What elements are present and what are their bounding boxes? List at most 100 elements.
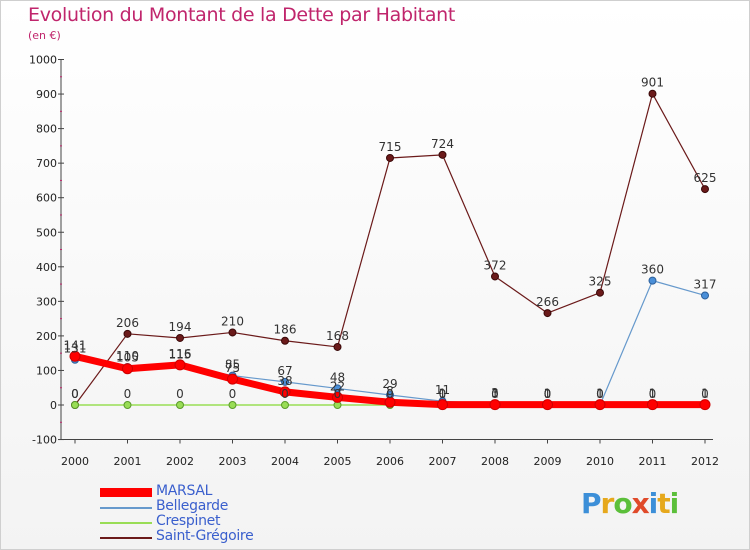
- data-label-marsal: 75: [225, 361, 240, 375]
- y-tick-label: 300: [36, 295, 57, 308]
- data-label-saint-gr-goire: 715: [379, 140, 402, 154]
- y-tick-label: 400: [36, 261, 57, 274]
- data-label-bellegarde: 3: [491, 386, 499, 400]
- data-label-marsal: 116: [169, 347, 192, 361]
- data-label-bellegarde: 115: [169, 347, 192, 361]
- y-tick-label: 0: [50, 399, 57, 412]
- data-point-saint-gr-goire: [176, 333, 184, 342]
- data-point-saint-gr-goire: [701, 185, 709, 194]
- data-label-crespinet: 0: [439, 387, 447, 401]
- data-label-marsal: 105: [116, 351, 139, 365]
- legend-swatch-marsal: [100, 488, 152, 497]
- data-label-marsal: 22: [330, 379, 345, 393]
- x-tick-label: 2000: [61, 455, 89, 468]
- data-label-bellegarde: 48: [330, 370, 345, 384]
- data-point-marsal: [332, 391, 343, 403]
- data-point-saint-gr-goire: [596, 288, 604, 297]
- data-label-crespinet: 0: [649, 387, 657, 401]
- data-point-marsal: [174, 359, 186, 371]
- y-tick-label: 500: [36, 226, 57, 239]
- logo-letter: P: [581, 487, 602, 520]
- y-tick-label: 100: [36, 364, 57, 377]
- x-tick-label: 2008: [481, 455, 509, 468]
- logo-letter: i: [648, 487, 659, 520]
- data-label-marsal: 38: [277, 374, 292, 388]
- x-tick-label: 2004: [271, 455, 299, 468]
- logo-letter: r: [600, 487, 615, 520]
- logo-letter: t: [657, 487, 670, 520]
- data-point-bellegarde: [648, 276, 657, 285]
- data-label-bellegarde: 0: [544, 387, 552, 401]
- y-tick-label: 700: [36, 157, 57, 170]
- data-label-crespinet: 0: [386, 387, 394, 401]
- data-label-bellegarde: 67: [277, 364, 292, 378]
- data-point-saint-gr-goire: [333, 342, 342, 351]
- data-label-marsal: 1: [544, 387, 552, 401]
- data-label-saint-gr-goire: 625: [694, 171, 717, 185]
- y-tick-label: 600: [36, 192, 57, 205]
- legend-swatch-bellegarde: [100, 507, 152, 509]
- data-label-bellegarde: 11: [435, 383, 450, 397]
- data-point-crespinet: [71, 401, 79, 409]
- data-label-marsal: 1: [649, 387, 657, 401]
- data-label-bellegarde: 110: [116, 349, 139, 363]
- x-tick-label: 2007: [429, 455, 457, 468]
- data-label-saint-gr-goire: 372: [484, 258, 507, 272]
- data-point-crespinet: [123, 401, 132, 409]
- data-label-saint-gr-goire: 210: [221, 314, 244, 328]
- y-tick-label: 1000: [29, 54, 57, 67]
- data-point-saint-gr-goire: [386, 153, 394, 162]
- data-label-crespinet: 0: [176, 387, 184, 401]
- y-tick-label: 200: [36, 330, 57, 343]
- data-point-marsal: [489, 399, 501, 411]
- data-label-bellegarde: 0: [596, 387, 604, 401]
- data-point-saint-gr-goire: [228, 328, 237, 337]
- data-label-crespinet: 0: [229, 387, 237, 401]
- data-label-saint-gr-goire: 325: [589, 275, 612, 289]
- data-label-crespinet: 0: [701, 387, 709, 401]
- data-point-saint-gr-goire: [123, 329, 132, 338]
- data-label-marsal: 1: [701, 387, 709, 401]
- data-label-crespinet: 0: [124, 387, 132, 401]
- data-point-marsal: [384, 396, 396, 408]
- legend-swatch-crespinet: [100, 522, 152, 524]
- y-tick-label: -100: [32, 434, 57, 447]
- legend-label-bellegarde: Bellegarde: [156, 498, 229, 514]
- data-label-marsal: 1: [491, 387, 499, 401]
- data-label-bellegarde: 29: [382, 377, 397, 391]
- data-label-saint-gr-goire: 266: [536, 295, 559, 309]
- data-point-marsal: [122, 363, 133, 375]
- data-label-bellegarde: 131: [64, 342, 87, 356]
- logo-letter: i: [669, 487, 680, 520]
- data-label-marsal: 8: [386, 384, 394, 398]
- data-label-saint-gr-goire: 186: [274, 323, 297, 337]
- data-point-bellegarde: [281, 377, 289, 386]
- data-label-crespinet: 0: [281, 387, 289, 401]
- data-point-saint-gr-goire: [543, 309, 552, 318]
- data-label-saint-gr-goire: 901: [641, 76, 664, 90]
- x-tick-label: 2002: [166, 455, 194, 468]
- data-point-marsal: [69, 350, 81, 362]
- data-label-saint-gr-goire: 724: [431, 137, 454, 151]
- legend-label-marsal: MARSAL: [156, 483, 213, 499]
- data-point-crespinet: [176, 401, 184, 409]
- x-tick-label: 2001: [114, 455, 142, 468]
- x-tick-label: 2012: [691, 455, 719, 468]
- data-label-crespinet: 0: [596, 387, 604, 401]
- data-point-marsal: [227, 373, 238, 385]
- logo-letter: x: [631, 487, 650, 520]
- data-point-saint-gr-goire: [491, 272, 499, 281]
- data-point-bellegarde: [701, 291, 709, 300]
- data-point-marsal: [279, 386, 291, 398]
- data-label-saint-gr-goire: 168: [326, 329, 349, 343]
- x-tick-label: 2011: [639, 455, 667, 468]
- data-point-marsal: [699, 399, 711, 411]
- legend-label-crespinet: Crespinet: [156, 513, 221, 529]
- data-label-crespinet: 0: [491, 387, 499, 401]
- data-label-crespinet: 0: [334, 387, 342, 401]
- chart-subtitle: (en €): [28, 29, 61, 42]
- x-tick-label: 2005: [324, 455, 352, 468]
- data-label-crespinet: 0: [71, 387, 79, 401]
